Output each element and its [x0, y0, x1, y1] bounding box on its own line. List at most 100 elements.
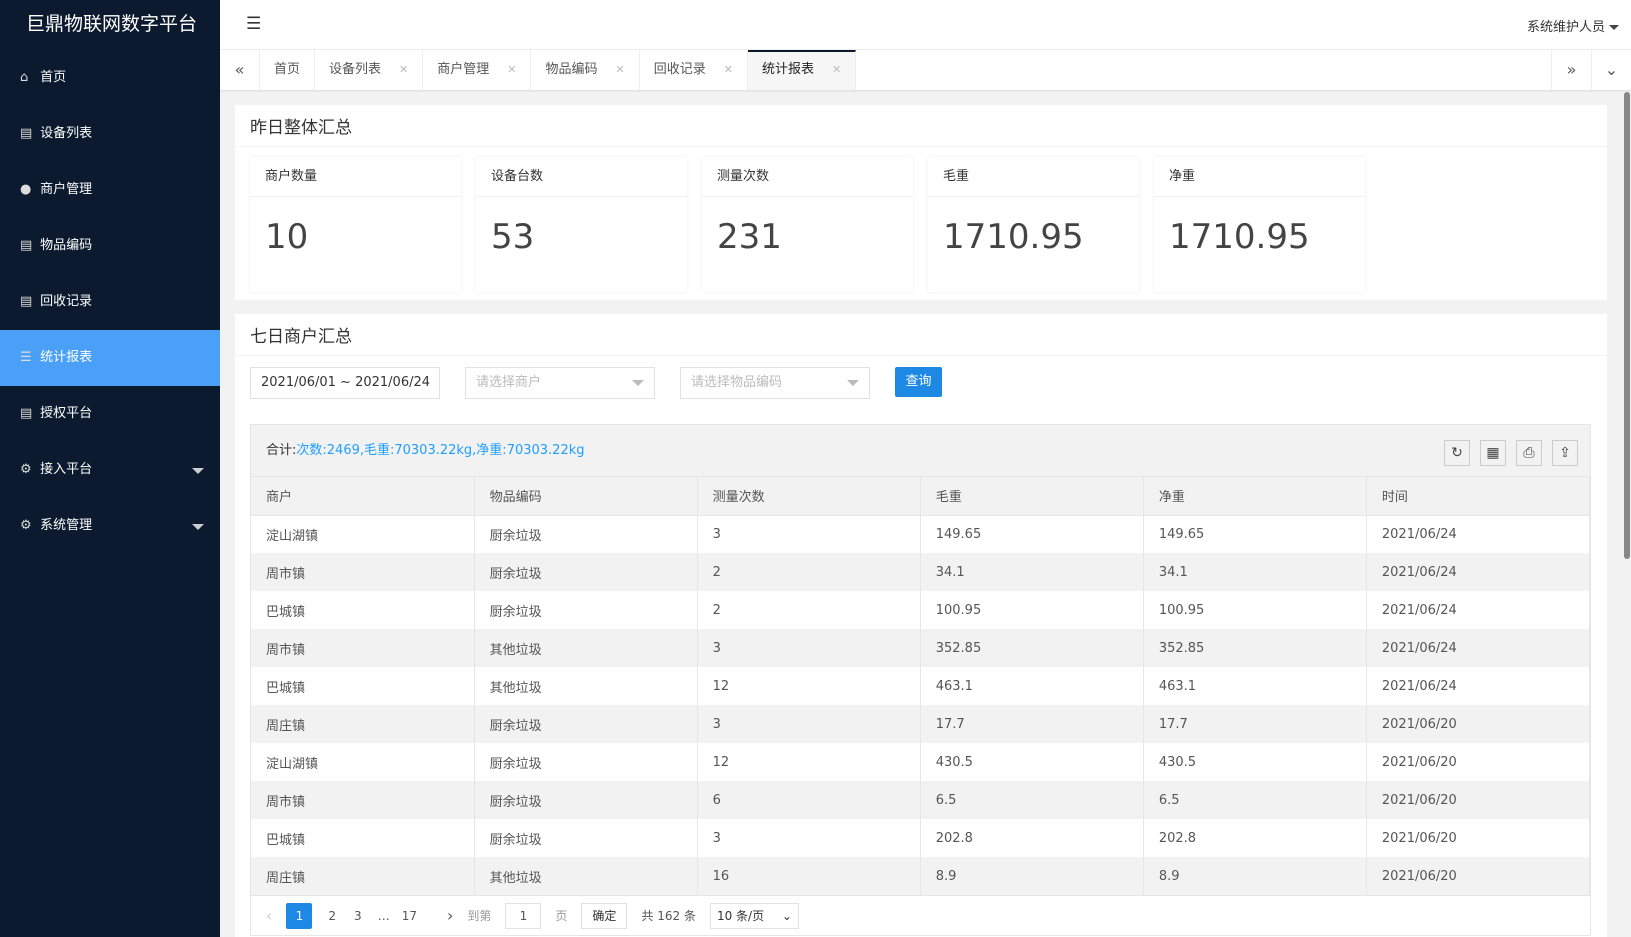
- sidebar-item-label: 回收记录: [40, 294, 93, 309]
- table-cell: 6.5: [920, 781, 1144, 819]
- page-ellipsis: …: [377, 908, 390, 923]
- table-cell: 2021/06/20: [1366, 819, 1591, 857]
- table-cell: 100.95: [1143, 591, 1367, 629]
- sidebar-item[interactable]: ⚙ 接入平台: [0, 442, 220, 498]
- tab-label: 回收记录: [653, 62, 706, 77]
- sidebar-item[interactable]: ⚙ 系统管理: [0, 498, 220, 554]
- sidebar-item-label: 授权平台: [40, 406, 93, 421]
- table-cell: 352.85: [920, 629, 1144, 667]
- total-value: 次数:2469,毛重:70303.22kg,净重:70303.22kg: [296, 443, 585, 458]
- table-cell: 周庄镇: [251, 705, 475, 743]
- tab[interactable]: 设备列表 ✕: [315, 50, 424, 90]
- table-cell: 巴城镇: [251, 591, 475, 629]
- stat-label: 测量次数: [702, 157, 913, 197]
- column-header[interactable]: 时间: [1366, 477, 1591, 516]
- tab[interactable]: 首页: [260, 50, 316, 90]
- close-icon[interactable]: ✕: [615, 63, 625, 76]
- date-range-input[interactable]: 2021/06/01 ~ 2021/06/24: [250, 367, 440, 399]
- tab-label: 首页: [274, 62, 301, 77]
- gear-icon: ⚙: [20, 462, 32, 477]
- next-page-icon[interactable]: ›: [446, 906, 454, 925]
- print-icon[interactable]: ⎙: [1516, 440, 1542, 466]
- export-icon[interactable]: ⇪: [1552, 440, 1578, 466]
- table-row: 巴城镇 厨余垃圾 2 100.95 100.95 2021/06/24: [251, 591, 1591, 629]
- table-cell: 3: [697, 819, 921, 857]
- sidebar: 巨鼎物联网数字平台 ⌂ 首页 ▤ 设备列表 ● 商户管理 ▤ 物品编码 ▤ 回收记录 ☰ …: [0, 0, 220, 937]
- tabs-menu-chevron-down-icon[interactable]: ⌄: [1591, 50, 1631, 90]
- table-row: 周市镇 其他垃圾 3 352.85 352.85 2021/06/24: [251, 629, 1591, 667]
- refresh-icon[interactable]: ↻: [1444, 440, 1470, 466]
- menu-toggle-icon[interactable]: ☰: [246, 14, 262, 34]
- table-cell: 周市镇: [251, 781, 475, 819]
- user-icon: ●: [20, 182, 32, 197]
- tab[interactable]: 统计报表 ✕: [747, 50, 857, 90]
- column-header[interactable]: 测量次数: [697, 477, 921, 516]
- sidebar-item[interactable]: ⌂ 首页: [0, 50, 220, 106]
- column-header[interactable]: 商户: [251, 477, 475, 516]
- user-name: 系统维护人员: [1526, 20, 1605, 35]
- table-cell: 2021/06/24: [1366, 667, 1591, 705]
- tab[interactable]: 回收记录 ✕: [640, 50, 748, 90]
- table-cell: 149.65: [920, 515, 1144, 553]
- table-cell: 34.1: [920, 553, 1144, 591]
- table-cell: 淀山湖镇: [251, 515, 475, 553]
- close-icon[interactable]: ✕: [723, 63, 733, 76]
- column-header[interactable]: 毛重: [920, 477, 1144, 516]
- table-cell: 17.7: [1143, 705, 1367, 743]
- item-code-select[interactable]: 请选择物品编码: [680, 367, 870, 399]
- page-size-value: 10 条/页: [716, 908, 765, 923]
- table-cell: 厨余垃圾: [474, 705, 698, 743]
- page-link[interactable]: 2: [328, 908, 337, 923]
- tabs-scroll-left-icon[interactable]: «: [220, 50, 260, 90]
- page-link[interactable]: 1: [286, 902, 313, 929]
- sidebar-item[interactable]: ● 商户管理: [0, 162, 220, 218]
- table-row: 淀山湖镇 厨余垃圾 12 430.5 430.5 2021/06/20: [251, 743, 1591, 781]
- table-cell: 巴城镇: [251, 667, 475, 705]
- tab[interactable]: 商户管理 ✕: [423, 50, 532, 90]
- table-cell: 6.5: [1143, 781, 1367, 819]
- tab-label: 物品编码: [545, 62, 598, 77]
- query-button[interactable]: 查询: [895, 367, 942, 397]
- column-header[interactable]: 净重: [1143, 477, 1367, 516]
- sidebar-item[interactable]: ☰ 统计报表: [0, 330, 220, 386]
- merchant-select[interactable]: 请选择商户: [465, 367, 655, 399]
- sidebar-item[interactable]: ▤ 回收记录: [0, 274, 220, 330]
- table-cell: 其他垃圾: [474, 857, 698, 895]
- table-cell: 厨余垃圾: [474, 553, 698, 591]
- page-link[interactable]: 17: [401, 908, 417, 923]
- table-cell: 淀山湖镇: [251, 743, 475, 781]
- table-cell: 430.5: [1143, 743, 1367, 781]
- scrollbar-thumb[interactable]: [1624, 92, 1630, 559]
- user-menu[interactable]: 系统维护人员: [1527, 16, 1619, 35]
- prev-page-icon[interactable]: ‹: [266, 906, 273, 925]
- tab[interactable]: 物品编码 ✕: [531, 50, 640, 90]
- page-scrollbar[interactable]: [1623, 90, 1631, 937]
- goto-page-input[interactable]: 1: [505, 902, 542, 929]
- table-cell: 8.9: [920, 857, 1144, 895]
- table-cell: 2021/06/24: [1366, 629, 1591, 667]
- page-size-select[interactable]: 10 条/页 ⌄: [709, 902, 799, 929]
- table-cell: 3: [697, 705, 921, 743]
- sidebar-item-label: 设备列表: [40, 126, 93, 141]
- stat-card: 净重 1710.95: [1154, 157, 1365, 292]
- close-icon[interactable]: ✕: [507, 63, 517, 76]
- close-icon[interactable]: ✕: [831, 63, 842, 76]
- columns-icon[interactable]: ▦: [1480, 440, 1506, 466]
- table-cell: 12: [697, 667, 921, 705]
- data-table: 合计:次数:2469,毛重:70303.22kg,净重:70303.22kg ↻…: [250, 424, 1591, 936]
- weekly-summary-card: 七日商户汇总 2021/06/01 ~ 2021/06/24 请选择商户 请选择…: [235, 314, 1607, 937]
- sidebar-item[interactable]: ▤ 设备列表: [0, 106, 220, 162]
- page-link[interactable]: 3: [354, 908, 362, 923]
- goto-confirm-button[interactable]: 确定: [581, 902, 628, 929]
- column-header[interactable]: 物品编码: [474, 477, 698, 516]
- table-total-bar: 合计:次数:2469,毛重:70303.22kg,净重:70303.22kg ↻…: [251, 425, 1590, 477]
- close-icon[interactable]: ✕: [399, 63, 409, 76]
- table-cell: 3: [697, 515, 921, 553]
- sidebar-item[interactable]: ▤ 物品编码: [0, 218, 220, 274]
- sidebar-item[interactable]: ▤ 授权平台: [0, 386, 220, 442]
- table-cell: 2021/06/20: [1366, 857, 1591, 895]
- sidebar-item-label: 首页: [40, 70, 67, 85]
- table-cell: 463.1: [920, 667, 1144, 705]
- tabs-scroll-right-icon[interactable]: »: [1551, 50, 1591, 90]
- table-cell: 周市镇: [251, 629, 475, 667]
